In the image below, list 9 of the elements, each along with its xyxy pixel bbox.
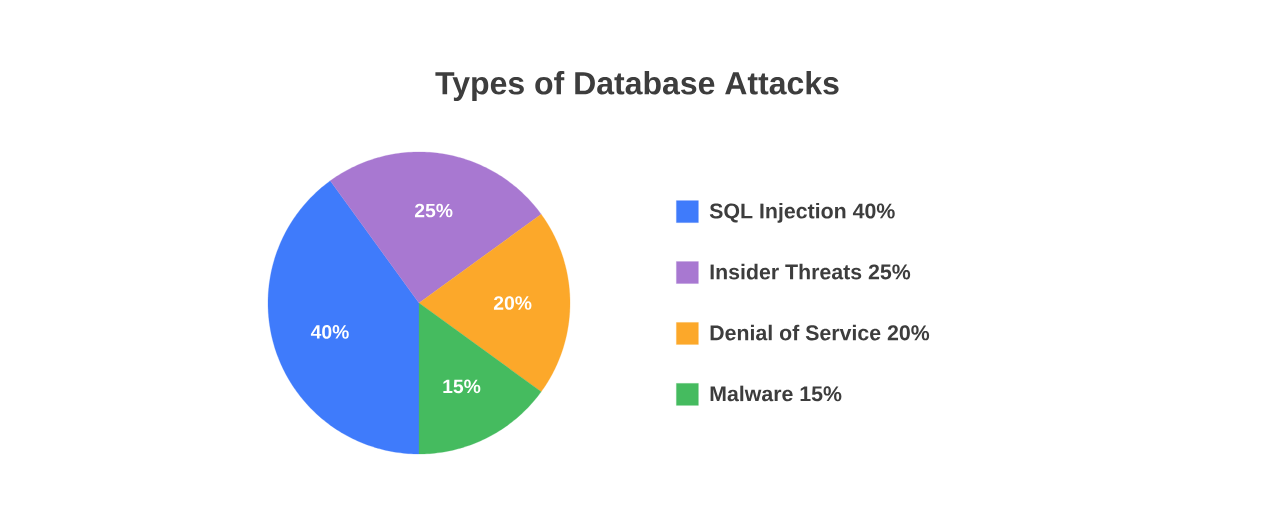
data-label: 40% [310, 325, 349, 339]
data-label: 20% [493, 296, 532, 310]
legend-label: Insider Threats 25% [710, 263, 911, 280]
legend-label: Malware 15% [710, 385, 842, 402]
data-label: 25% [414, 203, 453, 218]
legend-label: Denial of Service 20% [710, 324, 930, 341]
chart-title: Types of Database Attacks [435, 71, 839, 101]
legend-label: SQL Injection 40% [709, 202, 895, 223]
data-label: 15% [443, 379, 481, 394]
